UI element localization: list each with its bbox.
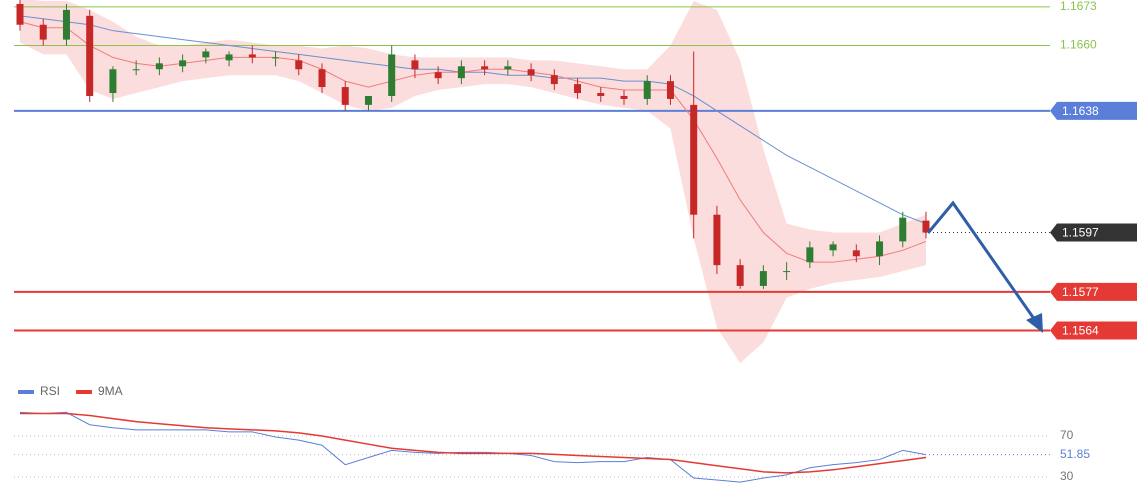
bollinger-band [20, 0, 926, 364]
line-series [20, 412, 927, 474]
candle-body [852, 250, 860, 257]
moving-average [19, 21, 927, 263]
candle-body [62, 9, 70, 40]
legend-swatch [18, 390, 34, 394]
candle-body [318, 69, 326, 88]
level-label: 1.1597 [1062, 226, 1099, 240]
candle-body [272, 57, 280, 59]
candle-body [225, 54, 233, 61]
level-box [1050, 101, 1137, 120]
candle-body [86, 15, 94, 96]
candle-body [388, 54, 396, 96]
candle-body [666, 81, 674, 99]
candle-body [179, 60, 187, 67]
candle-body [364, 95, 372, 105]
price-panel: 1.1673 1.1660 1.1638 1.1597 1.1577 1.1564 [14, 0, 1137, 364]
y-tick-label: 70 [1060, 428, 1074, 442]
candle-body [481, 66, 489, 70]
candle-body [16, 3, 24, 25]
forecast-arrow [926, 200, 1039, 324]
candle-body [504, 66, 512, 70]
candle-body [248, 54, 256, 58]
level-box [1050, 223, 1137, 242]
legend-label: RSI [40, 384, 60, 398]
level-label: 1.1673 [1060, 0, 1097, 13]
level-label: 1.1577 [1062, 285, 1099, 299]
level-label: 1.1660 [1060, 38, 1097, 52]
forecast-arrowhead [1026, 313, 1043, 333]
candle-body [202, 51, 210, 58]
candle-body [759, 271, 767, 286]
line-series [19, 411, 927, 483]
legend-swatch [76, 390, 92, 394]
candle-body [713, 214, 721, 266]
y-tick-label: 30 [1060, 469, 1074, 483]
candle-body [597, 93, 605, 96]
candle-body [829, 244, 837, 251]
candle-body [643, 81, 651, 99]
level-label: 1.1638 [1062, 104, 1099, 118]
candle-body [806, 247, 814, 263]
rsi-panel: 70 30 51.85 RSI 9MA [14, 384, 1090, 483]
candle-body [295, 60, 303, 70]
candle-body [876, 241, 884, 257]
candle-body [457, 66, 465, 79]
candle-body [341, 87, 349, 105]
moving-average [19, 15, 927, 225]
candle-body [39, 24, 47, 40]
candle-body [690, 104, 698, 215]
candle-body [550, 75, 558, 85]
candle-body [783, 271, 791, 273]
candle-body [527, 69, 535, 76]
candle-body [899, 217, 907, 242]
level-box [1050, 282, 1137, 301]
candle-body [434, 72, 442, 79]
candle-body [736, 265, 744, 286]
current-label: 51.85 [1060, 447, 1090, 461]
level-label: 1.1564 [1062, 324, 1099, 338]
candle-body [132, 69, 140, 71]
candle-body [922, 220, 930, 233]
level-box [1050, 321, 1137, 340]
candle-body [109, 69, 117, 94]
candle-body [155, 63, 163, 70]
candle-body [620, 95, 628, 99]
legend-label: 9MA [98, 384, 123, 398]
candle-body [411, 60, 419, 70]
candle-body [574, 84, 582, 94]
